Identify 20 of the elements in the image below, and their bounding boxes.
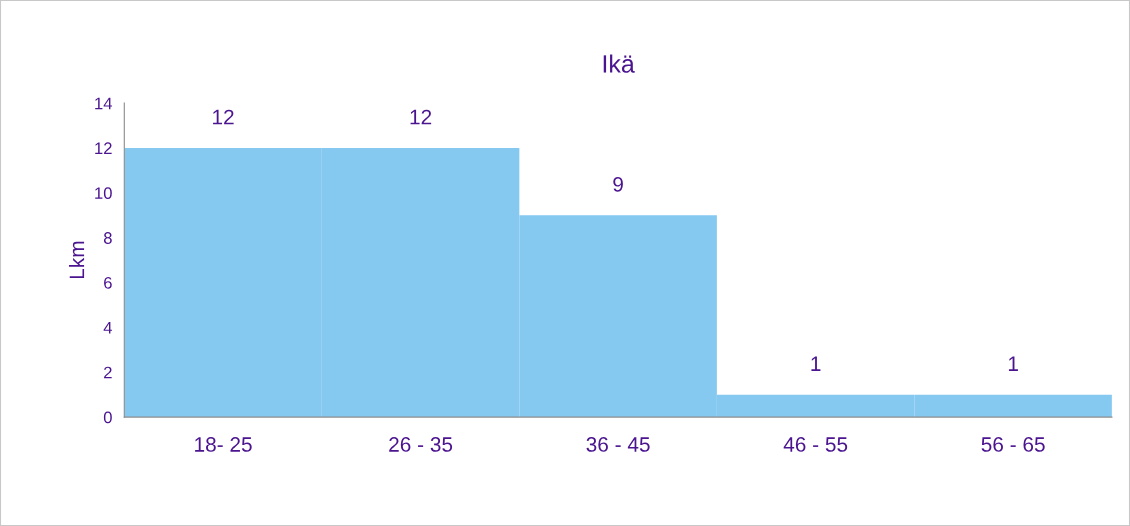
data-label: 1 [811, 356, 821, 371]
y-tick-label: 0 [103, 411, 112, 424]
data-label: 9 [613, 176, 623, 192]
y-tick-label: 10 [95, 187, 112, 200]
y-tick-label: 14 [95, 97, 113, 110]
x-tick-label: 36 - 45 [586, 437, 650, 452]
y-tick-label: 6 [104, 276, 112, 289]
x-tick-label: 26 - 35 [389, 437, 453, 452]
x-tick-label: 46 - 55 [783, 437, 848, 452]
x-tick-label: 18- 25 [195, 437, 252, 452]
data-label: 12 [213, 109, 234, 125]
x-tick-label: 56 - 65 [981, 437, 1045, 452]
data-label: 12 [410, 109, 432, 125]
y-tick-label: 8 [103, 232, 112, 244]
data-label: 1 [1008, 356, 1018, 371]
y-axis-title: Lkm [68, 241, 85, 279]
y-tick-label: 2 [104, 366, 112, 379]
y-tick-label: 12 [95, 142, 112, 154]
chart-title: Ikä [603, 54, 635, 73]
y-tick-label: 4 [103, 321, 113, 334]
